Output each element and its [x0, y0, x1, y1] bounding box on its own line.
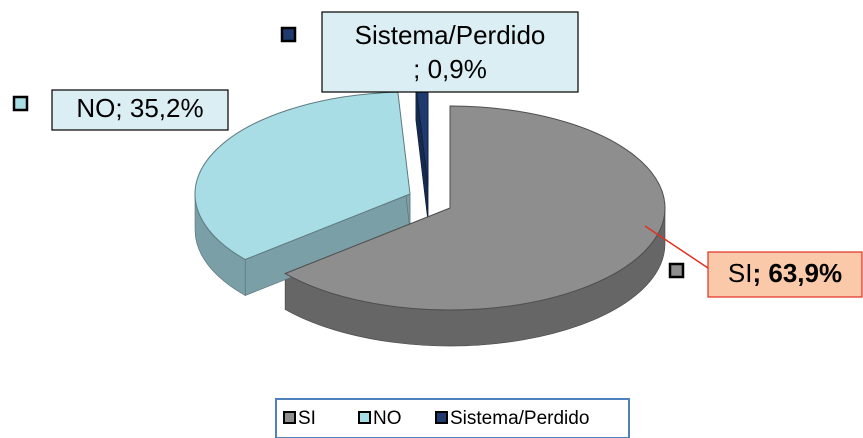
legend-swatch: [435, 411, 448, 424]
data-label: NO; 35,2%: [76, 93, 203, 123]
label-part: Sistema/Perdido: [355, 20, 546, 50]
label-box: [707, 251, 863, 298]
label-box: [321, 11, 579, 93]
legend-label: NO: [373, 408, 402, 429]
label-part: 35,2%: [130, 93, 204, 123]
legend-box: [275, 398, 630, 438]
data-label: SI; 63,9%: [728, 258, 842, 288]
label-key: [12, 95, 29, 112]
label-key: [668, 262, 685, 279]
legend-label: Sistema/Perdido: [450, 408, 589, 429]
label-part: 63,9%: [768, 258, 842, 288]
slice: [194, 91, 411, 261]
label-key: [280, 26, 297, 43]
slice: [284, 105, 666, 311]
leader-line: [644, 225, 709, 269]
pie: [194, 83, 666, 347]
legend: SI NO Sistema/Perdido: [275, 398, 630, 438]
legend-swatch: [358, 411, 371, 424]
legend-swatch: [283, 411, 296, 424]
legend-label: SI: [298, 408, 316, 429]
data-labels: SI; 63,9%NO; 35,2%Sistema/Perdido; 0,9%: [12, 11, 863, 298]
data-label: Sistema/Perdido: [355, 20, 546, 50]
label-part: ;: [413, 54, 427, 84]
label-box: [51, 89, 229, 131]
label-part: 0,9%: [428, 54, 487, 84]
label-part: SI: [728, 258, 753, 288]
data-label: ; 0,9%: [413, 54, 487, 84]
label-part: NO: [76, 93, 115, 123]
label-part: ;: [115, 93, 129, 123]
label-part: ;: [752, 258, 768, 288]
